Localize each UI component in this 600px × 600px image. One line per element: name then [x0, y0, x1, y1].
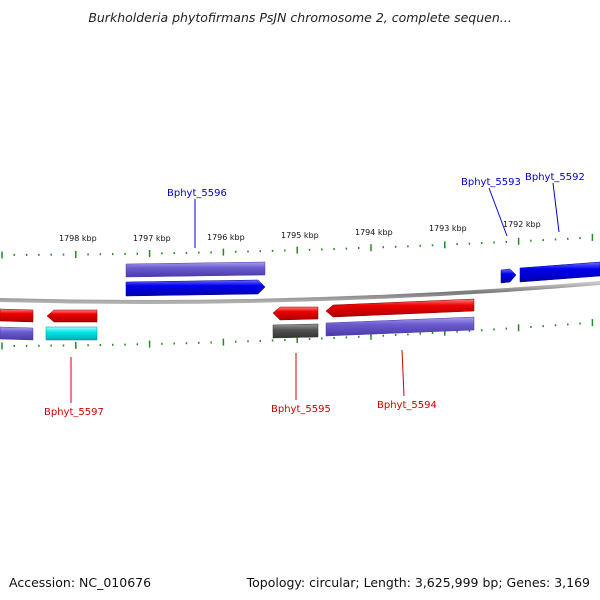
gene-bphyt-5595[interactable]: [272, 306, 319, 321]
leader-line-5592: [552, 182, 560, 233]
gene-label-5595[interactable]: Bphyt_5595: [271, 404, 331, 415]
scale-label-1798: 1798 kbp: [59, 234, 97, 243]
gene-label-5594[interactable]: Bphyt_5594: [377, 400, 437, 411]
scale-labels: 1798 kbp 1797 kbp 1796 kbp 1795 kbp 1794…: [59, 220, 541, 243]
scale-label-1797: 1797 kbp: [133, 234, 171, 243]
gene-label-5592[interactable]: Bphyt_5592: [525, 172, 585, 183]
gene-label-5597[interactable]: Bphyt_5597: [44, 407, 104, 418]
label-leader-lines: [70, 182, 560, 403]
cds-feature-left-edge[interactable]: [0, 326, 34, 341]
rna-feature-5597[interactable]: [45, 326, 98, 341]
gene-bphyt-5592[interactable]: [519, 261, 600, 283]
gene-label-5593[interactable]: Bphyt_5593: [461, 177, 521, 188]
gene-bphyt-5594[interactable]: [325, 298, 475, 318]
gene-left-edge[interactable]: [0, 308, 34, 323]
gene-bphyt-5596[interactable]: [125, 279, 266, 297]
forward-features: [125, 261, 600, 297]
gene-bphyt-5593[interactable]: [500, 268, 517, 284]
upper-scale-ticks: [1, 233, 594, 259]
cds-feature-5594[interactable]: [325, 316, 475, 337]
cds-feature-5596[interactable]: [125, 261, 266, 278]
scale-label-1794: 1794 kbp: [355, 228, 393, 237]
lower-scale-ticks: [1, 319, 594, 350]
gene-bphyt-5597[interactable]: [46, 309, 98, 323]
topology-summary: Topology: circular; Length: 3,625,999 bp…: [246, 575, 590, 590]
scale-label-1793: 1793 kbp: [429, 224, 467, 233]
gene-label-5596[interactable]: Bphyt_5596: [167, 188, 227, 199]
leader-line-5593: [488, 187, 508, 237]
reverse-features: [0, 298, 475, 341]
scale-label-1795: 1795 kbp: [281, 231, 319, 240]
scale-label-1792: 1792 kbp: [503, 220, 541, 229]
scale-label-1796: 1796 kbp: [207, 233, 245, 242]
sequence-title: Burkholderia phytofirmans PsJN chromosom…: [88, 10, 512, 25]
leader-line-5594: [401, 349, 405, 397]
accession-text: Accession: NC_010676: [9, 575, 152, 590]
other-feature-5595[interactable]: [272, 323, 319, 339]
chromosome-backbone: [0, 281, 600, 304]
gene-labels: Bphyt_5596 Bphyt_5593 Bphyt_5592 Bphyt_5…: [44, 172, 585, 418]
